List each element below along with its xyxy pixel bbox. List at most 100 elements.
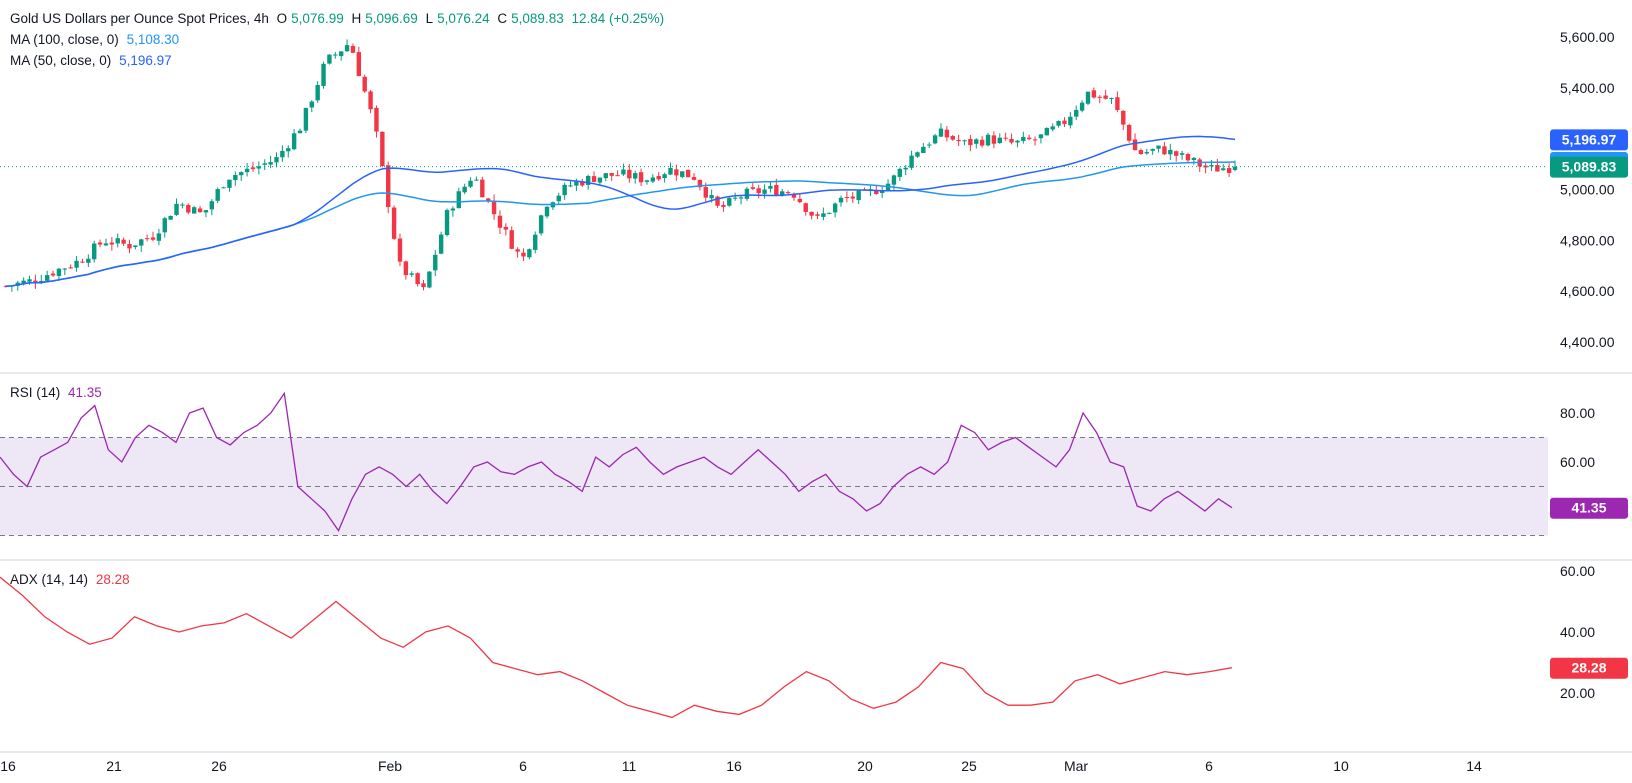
candle xyxy=(68,267,73,269)
open-value: 5,076.99 xyxy=(291,11,344,26)
candle xyxy=(691,177,697,180)
candle xyxy=(1109,97,1114,99)
high-value: 5,096.69 xyxy=(365,11,418,26)
candle xyxy=(480,179,485,198)
candle xyxy=(286,148,291,152)
time-tick-label: 21 xyxy=(106,758,122,774)
ma100-value: 5,108.30 xyxy=(126,32,180,47)
price-tick-label: 4,600.00 xyxy=(1560,283,1615,299)
candle xyxy=(215,189,220,201)
open-label: O xyxy=(276,11,288,26)
candle xyxy=(139,239,144,246)
candle xyxy=(374,107,379,132)
candle xyxy=(221,187,226,189)
ma100-legend[interactable]: MA (100, close, 0) 5,108.30 xyxy=(10,32,183,47)
candle xyxy=(1115,97,1120,110)
candle xyxy=(1215,165,1220,172)
candle xyxy=(680,171,685,177)
candle xyxy=(585,175,591,185)
candle xyxy=(291,133,297,150)
ma50-legend[interactable]: MA (50, close, 0) 5,196.97 xyxy=(10,53,176,68)
candle xyxy=(974,139,979,144)
candle xyxy=(427,271,432,288)
candle xyxy=(1150,148,1155,151)
change-value: 12.84 (+0.25%) xyxy=(571,11,665,26)
candle xyxy=(115,238,120,244)
ma50-line xyxy=(5,135,1236,287)
candle xyxy=(1038,134,1044,139)
candle xyxy=(344,45,350,52)
candle xyxy=(968,139,973,146)
time-tick-label: 6 xyxy=(519,758,527,774)
candle xyxy=(721,204,726,207)
last-price-badge xyxy=(1550,156,1628,178)
candle xyxy=(1138,150,1144,154)
candle xyxy=(321,63,326,86)
candle xyxy=(874,190,879,195)
candle xyxy=(503,226,509,230)
candle xyxy=(474,179,479,181)
candle xyxy=(127,244,132,249)
candle xyxy=(697,179,703,188)
candle xyxy=(180,204,185,206)
candle xyxy=(1144,152,1149,154)
candle xyxy=(821,213,826,217)
candle xyxy=(497,215,503,228)
time-tick-label: 16 xyxy=(726,758,742,774)
rsi-tick-label: 60.00 xyxy=(1560,454,1595,470)
time-tick-label: Feb xyxy=(378,758,402,774)
candle xyxy=(168,215,173,220)
close-value: 5,089.83 xyxy=(511,11,564,26)
candle xyxy=(456,191,461,209)
adx-tick-label: 20.00 xyxy=(1560,685,1595,701)
candle xyxy=(3,285,9,287)
candle xyxy=(568,185,573,187)
candle xyxy=(150,237,156,240)
candle xyxy=(421,283,426,288)
candle xyxy=(915,152,920,157)
candle xyxy=(1185,154,1191,161)
adx-legend[interactable]: ADX (14, 14) 28.28 xyxy=(10,572,134,587)
candle xyxy=(1097,96,1102,98)
candle xyxy=(644,180,650,182)
candle xyxy=(1050,126,1055,130)
candle xyxy=(256,166,262,169)
ma50-label: MA (50, close, 0) xyxy=(10,53,112,68)
rsi-legend[interactable]: RSI (14) 41.35 xyxy=(10,385,106,400)
time-tick-label: 16 xyxy=(0,758,16,774)
candle xyxy=(1068,116,1073,126)
ma100-label: MA (100, close, 0) xyxy=(10,32,119,47)
adx-tick-label: 40.00 xyxy=(1560,624,1595,640)
candle xyxy=(1062,120,1067,124)
candle xyxy=(932,135,938,144)
candle xyxy=(438,234,444,254)
candle xyxy=(780,191,785,196)
candle xyxy=(368,91,373,110)
candle xyxy=(174,203,179,215)
candle xyxy=(444,210,450,236)
candle xyxy=(80,261,85,263)
candle xyxy=(1168,149,1173,155)
candle xyxy=(927,144,932,146)
candle xyxy=(556,195,561,202)
candle xyxy=(1032,139,1038,141)
candle xyxy=(662,174,667,178)
candle xyxy=(715,196,720,206)
candle xyxy=(450,208,456,211)
last-price-badge-text: 5,089.83 xyxy=(1562,159,1617,175)
time-tick-label: 26 xyxy=(211,758,227,774)
candle xyxy=(515,249,520,252)
price-tick-label: 4,400.00 xyxy=(1560,334,1615,350)
candle xyxy=(380,131,385,166)
candle xyxy=(62,268,68,270)
candle xyxy=(1074,109,1079,117)
rsi-line xyxy=(0,391,1233,532)
candle xyxy=(1121,110,1126,125)
candle xyxy=(803,203,808,212)
candle xyxy=(650,177,656,182)
candle xyxy=(97,242,103,245)
candle xyxy=(1126,125,1132,141)
adx-badge xyxy=(1550,657,1628,679)
rsi-badge-text: 41.35 xyxy=(1571,500,1606,516)
